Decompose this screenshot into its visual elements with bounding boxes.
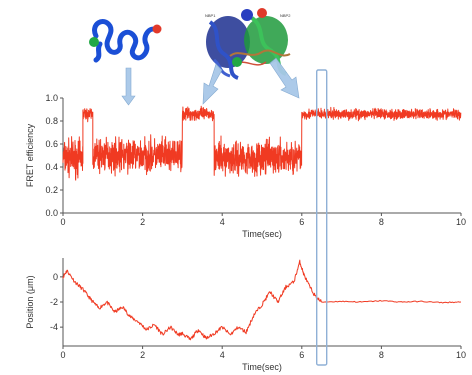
x-tick-label: 2 xyxy=(140,350,145,360)
domain-label-right: NBP2 xyxy=(280,13,291,18)
arrow-folded-left xyxy=(202,63,223,105)
position-x-label: Time(sec) xyxy=(242,362,282,372)
position-chart: 0 2 4 6 8 10 0 -2 -4 Time(sec) Position (μm) xyxy=(25,258,466,372)
position-y-label: Position (μm) xyxy=(25,275,35,328)
folded-protein-illustration: NBP1 NBP2 xyxy=(205,8,291,80)
x-tick-label: 8 xyxy=(379,350,384,360)
x-tick-label: 10 xyxy=(456,217,466,227)
x-tick-label: 0 xyxy=(60,350,65,360)
highlight-window xyxy=(316,69,328,366)
x-tick-label: 6 xyxy=(299,350,304,360)
domain-label-left: NBP1 xyxy=(205,13,216,18)
donor-dye-icon xyxy=(232,57,242,67)
x-tick-label: 4 xyxy=(220,350,225,360)
callout-arrows xyxy=(121,57,300,106)
x-tick-label: 4 xyxy=(220,217,225,227)
y-tick-label: -2 xyxy=(50,297,58,307)
acceptor-dye-icon xyxy=(257,8,267,18)
acceptor-dye-icon xyxy=(152,24,162,34)
x-tick-label: 6 xyxy=(299,217,304,227)
x-tick-label: 8 xyxy=(379,217,384,227)
position-trace xyxy=(62,259,462,341)
donor-dye-icon xyxy=(89,37,99,47)
unfolded-protein-illustration xyxy=(89,19,162,63)
fret-x-label: Time(sec) xyxy=(242,229,282,239)
y-tick-label: 0.6 xyxy=(45,139,58,149)
arrow-unfolded xyxy=(121,67,136,106)
y-tick-label: 0.2 xyxy=(45,185,58,195)
y-tick-label: 0.8 xyxy=(45,116,58,126)
fret-trace xyxy=(62,105,462,181)
x-tick-label: 2 xyxy=(140,217,145,227)
arrow-folded-right xyxy=(269,57,300,99)
x-tick-label: 10 xyxy=(456,350,466,360)
x-tick-label: 0 xyxy=(60,217,65,227)
y-tick-label: 1.0 xyxy=(45,93,58,103)
fret-efficiency-chart: 0 2 4 6 8 10 0.0 0.2 0.4 0.6 0.8 1.0 Time(sec) FRET… xyxy=(25,93,466,239)
y-tick-label: 0.4 xyxy=(45,162,58,172)
y-tick-label: 0.0 xyxy=(45,208,58,218)
y-tick-label: -4 xyxy=(50,322,58,332)
fret-y-label: FRET efficiency xyxy=(25,123,35,187)
y-tick-label: 0 xyxy=(53,272,58,282)
